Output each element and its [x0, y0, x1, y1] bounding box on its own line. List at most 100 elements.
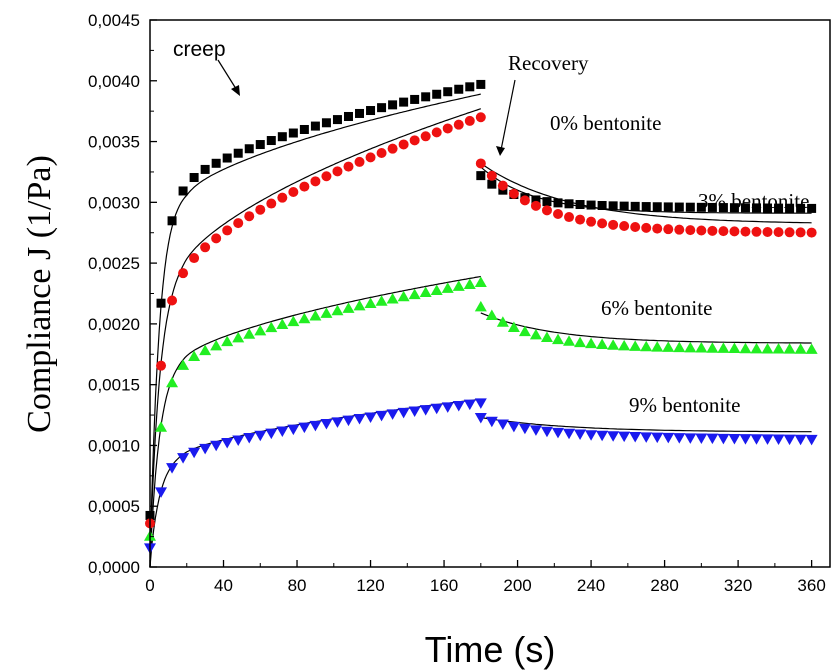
data-point-s0: [685, 202, 695, 212]
data-point-s3: [553, 209, 563, 220]
data-point-s3: [586, 216, 597, 227]
data-point-s9: [210, 440, 223, 452]
data-point-s9: [221, 438, 234, 449]
data-point-s6: [243, 328, 256, 339]
data-point-s3: [486, 170, 497, 181]
data-point-s9: [529, 425, 542, 436]
data-point-s0: [178, 186, 188, 196]
data-point-s6: [761, 342, 774, 354]
data-point-s0: [564, 199, 574, 209]
data-point-s0: [421, 92, 431, 102]
annotation-creep: creep: [173, 38, 226, 61]
data-point-s3: [200, 242, 211, 253]
data-point-s0: [244, 144, 254, 154]
data-point-s3: [685, 225, 696, 236]
data-point-s0: [310, 121, 320, 131]
data-point-s3: [519, 195, 530, 206]
label-0-bentonite: 0% bentonite: [550, 111, 661, 135]
data-point-s3: [564, 212, 575, 223]
data-point-s0: [630, 201, 640, 211]
x-tick-label: 240: [577, 576, 605, 595]
data-point-s9: [772, 434, 785, 445]
data-point-s6: [529, 328, 542, 340]
data-point-s0: [222, 153, 232, 163]
data-point-s3: [178, 268, 189, 279]
data-point-s6: [485, 309, 498, 321]
data-point-s3: [288, 187, 299, 198]
data-point-s9: [364, 412, 377, 423]
data-point-s6: [309, 310, 322, 321]
data-point-s3: [541, 205, 552, 216]
data-point-s9: [243, 433, 256, 444]
data-point-s3: [751, 226, 762, 237]
data-point-s9: [419, 405, 432, 416]
creep-arrowhead: [231, 85, 240, 96]
data-point-s0: [785, 203, 795, 213]
y-tick-label: 0,0040: [88, 72, 140, 91]
data-point-s0: [487, 179, 497, 189]
data-point-s0: [321, 118, 331, 128]
data-point-s6: [320, 307, 333, 318]
data-point-s6: [254, 324, 267, 336]
y-tick-label: 0,0015: [88, 376, 140, 395]
x-tick-label: 360: [797, 576, 825, 595]
data-point-s6: [662, 341, 675, 352]
data-point-s9: [155, 487, 168, 498]
data-point-s9: [287, 424, 300, 436]
data-point-s3: [431, 127, 442, 138]
data-point-s3: [784, 227, 795, 238]
data-point-s0: [597, 200, 607, 210]
data-point-s6: [518, 325, 531, 337]
data-point-s3: [641, 222, 652, 233]
data-point-s3: [795, 227, 806, 238]
data-point-s3: [508, 188, 519, 199]
data-point-s3: [652, 223, 663, 234]
data-point-s3: [475, 158, 486, 169]
data-point-s3: [497, 180, 508, 191]
x-tick-label: 80: [288, 576, 307, 595]
data-point-s9: [684, 433, 697, 444]
data-point-s3: [475, 112, 486, 123]
data-point-s3: [167, 295, 178, 306]
data-point-s6: [805, 343, 818, 354]
data-point-s6: [408, 288, 421, 300]
fit-line-creep-s0: [149, 93, 481, 568]
label-3-bentonite: 3% bentonite: [698, 189, 809, 213]
data-point-s6: [199, 344, 212, 356]
data-point-s0: [233, 148, 243, 158]
data-point-s0: [586, 200, 596, 210]
y-tick-label: 0,0025: [88, 254, 140, 273]
data-point-s9: [585, 430, 598, 441]
data-point-s6: [739, 342, 752, 354]
x-tick-label: 200: [503, 576, 531, 595]
data-point-s9: [805, 434, 818, 446]
data-point-s0: [641, 202, 651, 212]
data-point-s0: [454, 84, 464, 94]
data-point-s0: [718, 203, 728, 213]
data-point-s6: [265, 321, 278, 333]
data-point-s3: [619, 221, 630, 232]
data-point-s6: [673, 341, 686, 353]
data-point-s6: [728, 342, 741, 354]
data-point-s9: [474, 413, 487, 424]
data-point-s0: [476, 79, 486, 89]
data-point-s0: [751, 203, 761, 213]
data-point-s9: [232, 435, 245, 446]
y-axis-title: Compliance J (1/Pa): [21, 155, 58, 433]
data-point-s9: [717, 433, 730, 445]
data-point-s3: [343, 161, 354, 172]
data-point-s6: [364, 297, 377, 309]
data-point-s9: [695, 433, 708, 445]
data-point-s9: [298, 422, 311, 434]
data-point-s0: [531, 195, 541, 205]
data-point-s6: [607, 339, 620, 350]
data-markers: [144, 79, 818, 554]
data-point-s9: [574, 429, 587, 441]
data-point-s3: [156, 360, 167, 371]
data-point-s9: [518, 423, 531, 435]
data-point-s9: [375, 410, 388, 422]
data-point-s9: [673, 433, 686, 444]
data-point-s0: [266, 136, 276, 146]
data-point-s0: [575, 200, 585, 210]
data-point-s9: [353, 414, 366, 425]
